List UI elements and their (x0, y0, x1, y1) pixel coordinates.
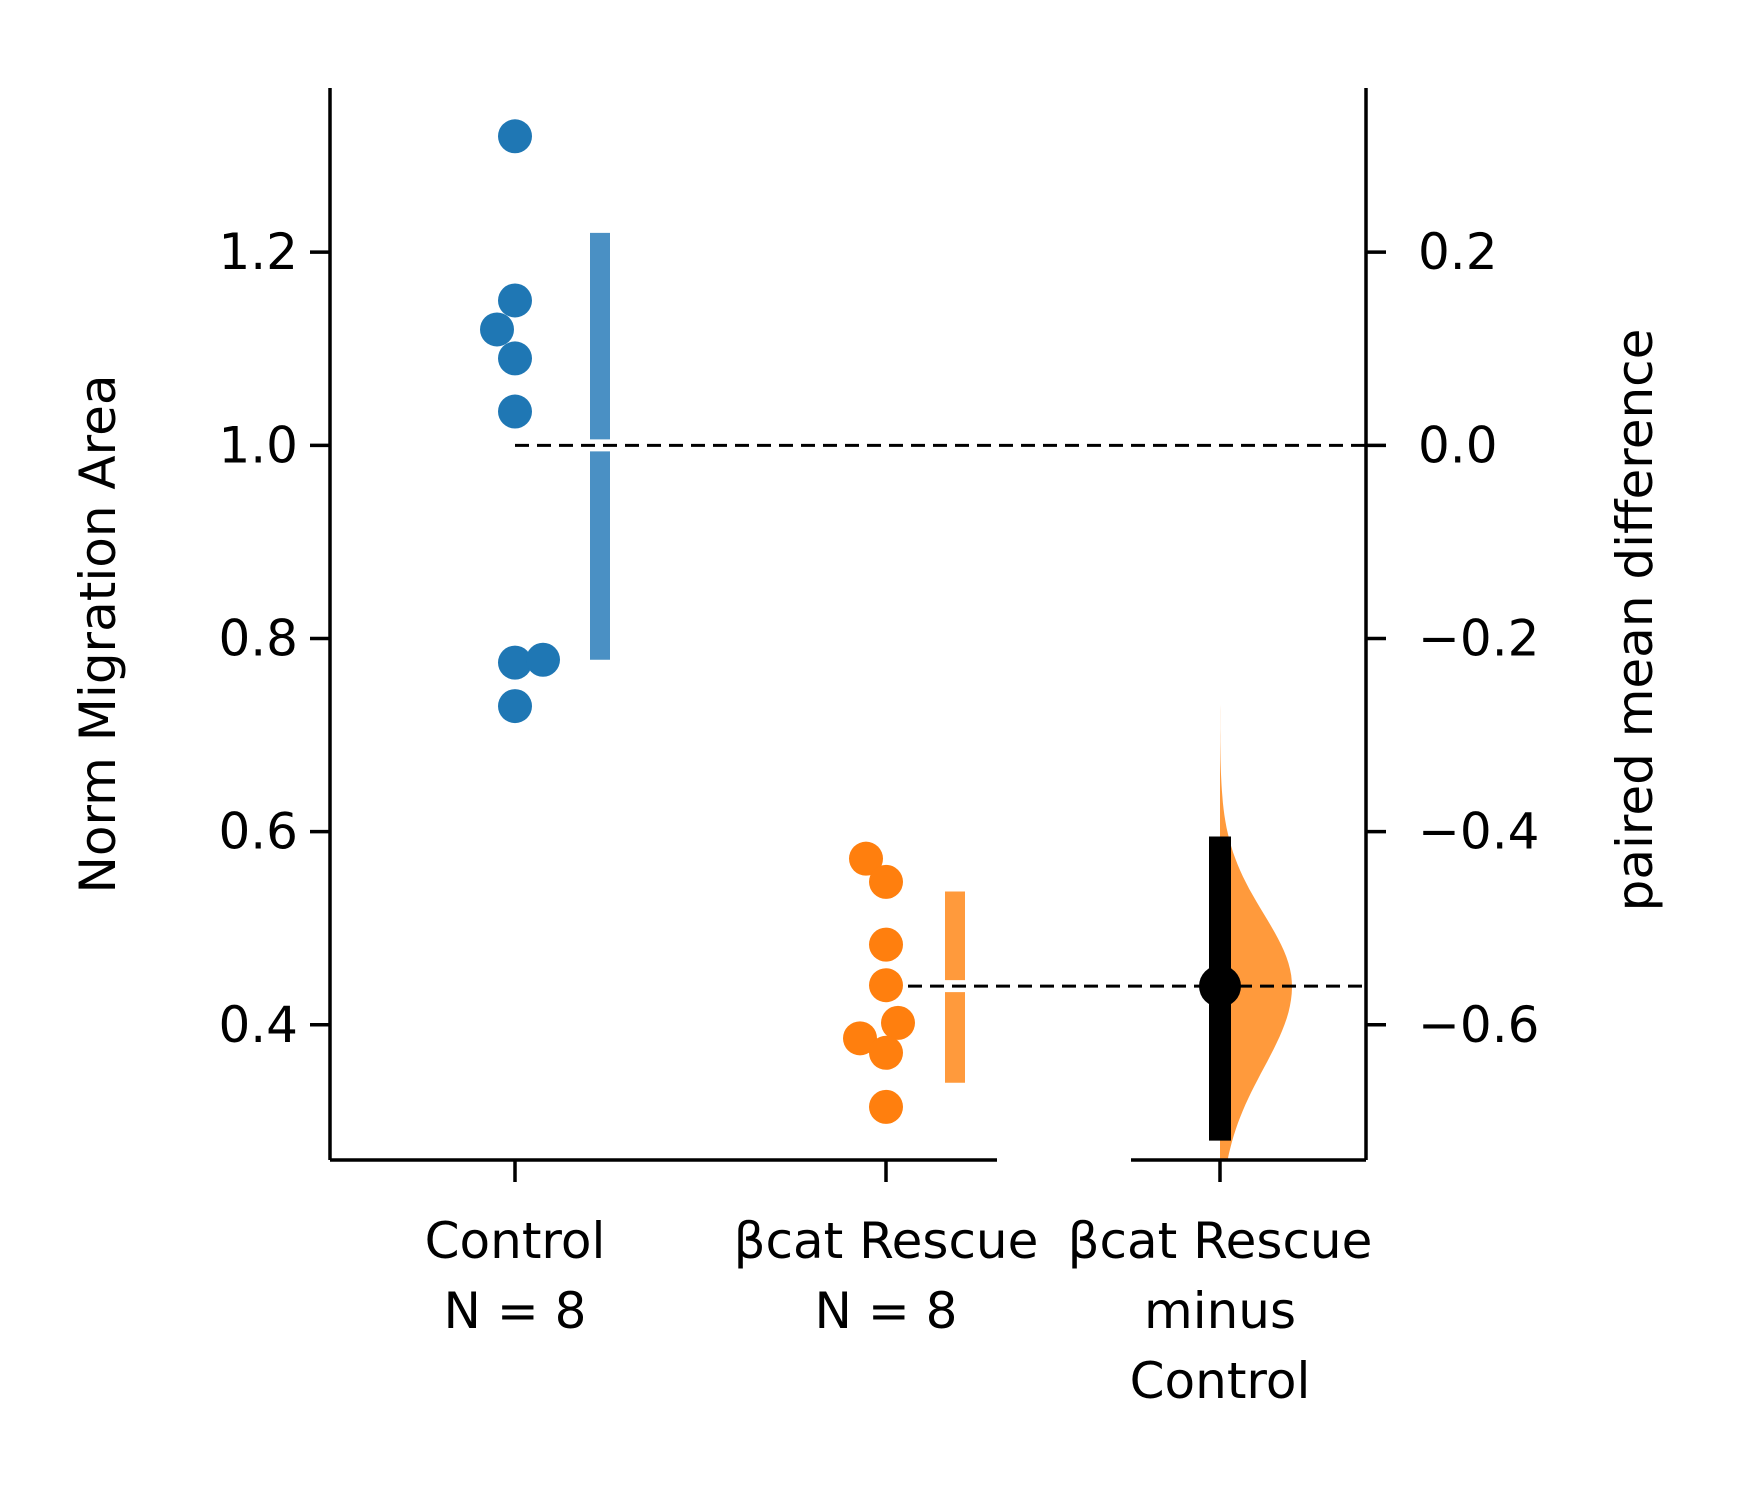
data-point (881, 1005, 915, 1040)
left-tick-label: 1.0 (218, 416, 298, 474)
category-label: Control (425, 1212, 606, 1270)
data-point (498, 689, 532, 724)
right-axis-label: paired mean difference (1606, 329, 1664, 912)
right-tick-label: 0.2 (1418, 223, 1498, 281)
category-label: N = 8 (815, 1282, 958, 1340)
data-point (869, 864, 903, 899)
left-tick-label: 0.8 (218, 609, 298, 667)
left-axis-label: Norm Migration Area (69, 375, 127, 894)
right-tick-label: −0.2 (1418, 609, 1539, 667)
category-label: βcat Rescue (734, 1212, 1039, 1270)
data-point (498, 283, 532, 318)
category-label: βcat Rescue (1068, 1212, 1373, 1270)
bootstrap-density (1220, 667, 1292, 1160)
data-point (869, 968, 903, 1003)
reference-lines-layer (515, 443, 1366, 988)
labels-layer: 0.4 0.6 0.8 1.0 1.2 0.2 0.0 −0.2 −0.4 −0.6 Norm Mi… (69, 223, 1664, 1410)
left-tick-label: 1.2 (218, 223, 298, 281)
right-tick-label: −0.6 (1418, 996, 1539, 1054)
axes-layer (310, 88, 1386, 1182)
left-tick-label: 0.6 (218, 803, 298, 861)
data-point (498, 645, 532, 680)
sd-bars-layer (590, 232, 965, 1083)
data-point (498, 119, 532, 154)
data-point (849, 841, 883, 876)
right-tick-label: 0.0 (1418, 416, 1498, 474)
points-layer (480, 119, 915, 1124)
category-label: minus (1144, 1282, 1296, 1340)
right-tick-label: −0.4 (1418, 803, 1539, 861)
ci-layer (1199, 836, 1241, 1141)
data-point (498, 341, 532, 376)
data-point (869, 1089, 903, 1124)
data-point (498, 394, 532, 429)
category-label: Control (1130, 1352, 1311, 1410)
left-tick-label: 0.4 (218, 996, 298, 1054)
data-point (526, 642, 560, 677)
data-point (869, 927, 903, 962)
data-point (843, 1021, 877, 1056)
category-label: N = 8 (444, 1282, 587, 1340)
density-layer (1220, 667, 1292, 1160)
mean-difference-point (1199, 965, 1241, 1008)
data-point (869, 1035, 903, 1070)
data-point (480, 312, 514, 347)
